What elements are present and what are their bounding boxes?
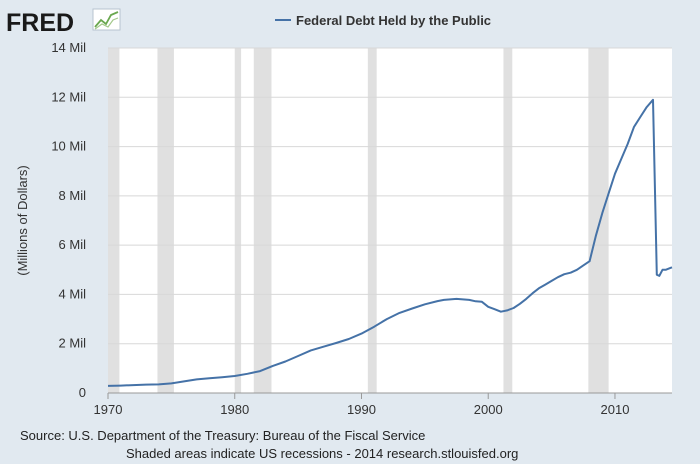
plot-area <box>108 48 672 393</box>
y-axis-ticks: 0 2 Mil 4 Mil 6 Mil 8 Mil 10 Mil 12 Mil 14 Mil <box>51 40 86 400</box>
recession-band <box>253 48 272 393</box>
recession-band <box>108 48 120 393</box>
recession-note: Shaded areas indicate US recessions - 20… <box>126 446 518 461</box>
gridlines <box>108 47 672 394</box>
chart-title: Federal Debt Held by the Public <box>296 13 491 28</box>
series-line <box>107 98 673 387</box>
recession-band <box>503 48 513 393</box>
recession-band <box>234 48 242 393</box>
x-tick-label: 1970 <box>94 402 123 417</box>
fred-logo[interactable]: FRED <box>6 9 74 37</box>
source-note: Source: U.S. Department of the Treasury:… <box>20 428 425 443</box>
x-tick-label: 2000 <box>474 402 503 417</box>
recession-band <box>367 48 377 393</box>
y-tick-label: 0 <box>79 385 86 400</box>
y-tick-label: 4 Mil <box>59 286 87 301</box>
trend-line-icon <box>92 8 121 31</box>
x-tick-label: 2010 <box>601 402 630 417</box>
recession-shading <box>108 48 609 393</box>
y-tick-label: 12 Mil <box>51 89 86 104</box>
y-axis-label: (Millions of Dollars) <box>15 165 30 276</box>
x-tick-label: 1980 <box>220 402 249 417</box>
recession-band <box>588 48 609 393</box>
y-tick-label: 8 Mil <box>59 188 87 203</box>
y-tick-label: 2 Mil <box>59 336 87 351</box>
y-tick-label: 14 Mil <box>51 40 86 55</box>
chart-legend: Federal Debt Held by the Public <box>275 13 491 28</box>
series-layer <box>107 98 673 387</box>
recession-band <box>157 48 174 393</box>
y-tick-label: 10 Mil <box>51 139 86 154</box>
x-axis-ticks: 1970 1980 1990 2000 2010 <box>94 393 630 417</box>
x-tick-label: 1990 <box>347 402 376 417</box>
y-tick-label: 6 Mil <box>59 237 87 252</box>
